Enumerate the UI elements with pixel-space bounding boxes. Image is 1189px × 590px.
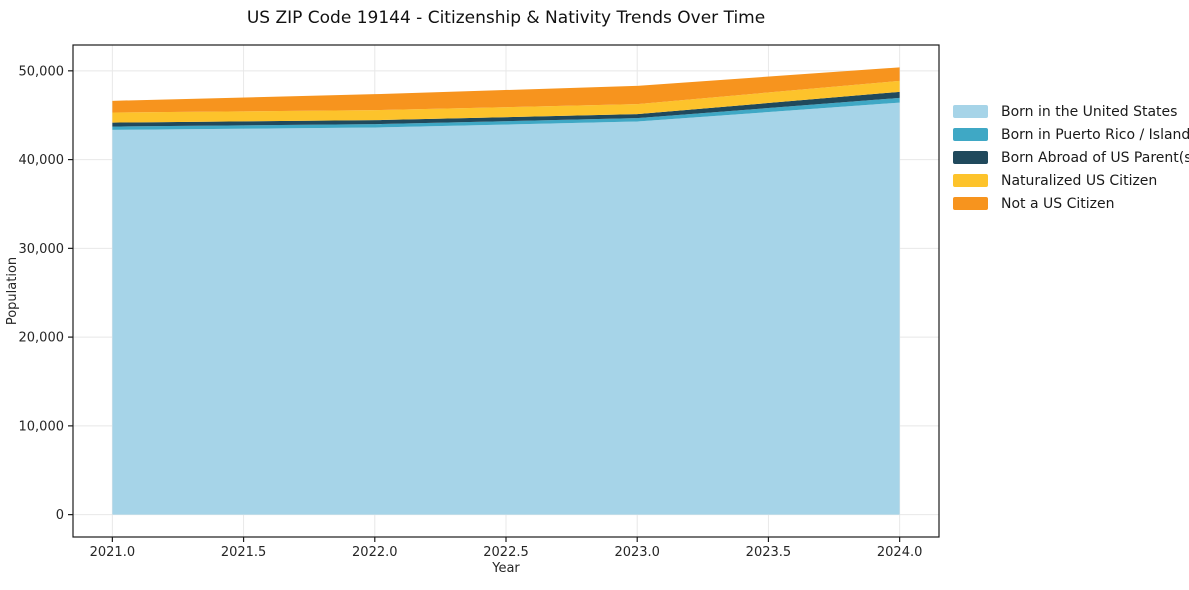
legend-swatch-born-us — [953, 105, 988, 118]
x-tick-label: 2021.5 — [221, 545, 267, 560]
x-tick-label: 2021.0 — [90, 545, 136, 560]
legend-item-not-citizen: Not a US Citizen — [953, 192, 1189, 215]
area-naturalized — [112, 80, 900, 123]
legend-label: Not a US Citizen — [1001, 195, 1115, 212]
legend-item-born-us: Born in the United States — [953, 100, 1189, 123]
x-tick-label: 2022.0 — [352, 545, 398, 560]
y-tick-label: 10,000 — [19, 419, 65, 434]
y-axis-label: Population — [5, 257, 20, 325]
legend-label: Born in the United States — [1001, 103, 1178, 120]
area-born-us — [112, 102, 900, 515]
area-not-citizen — [112, 67, 900, 113]
legend-item-born-abroad: Born Abroad of US Parent(s) — [953, 146, 1189, 169]
legend-swatch-not-citizen — [953, 197, 988, 210]
legend-label: Naturalized US Citizen — [1001, 172, 1158, 189]
legend-swatch-naturalized — [953, 174, 988, 187]
y-tick-label: 40,000 — [19, 153, 65, 168]
legend-swatch-born-abroad — [953, 151, 988, 164]
x-axis-label: Year — [491, 561, 520, 576]
y-tick-label: 30,000 — [19, 242, 65, 257]
y-tick-label: 50,000 — [19, 64, 65, 79]
area-born-pr — [112, 97, 900, 130]
legend-item-naturalized: Naturalized US Citizen — [953, 169, 1189, 192]
x-tick-label: 2023.0 — [614, 545, 660, 560]
y-tick-label: 20,000 — [19, 331, 65, 346]
x-tick-label: 2023.5 — [746, 545, 792, 560]
y-tick-label: 0 — [56, 508, 64, 523]
legend-label: Born in Puerto Rico / Islands — [1001, 126, 1189, 143]
x-tick-label: 2022.5 — [483, 545, 529, 560]
legend: Born in the United States Born in Puerto … — [953, 100, 1189, 215]
legend-item-born-pr: Born in Puerto Rico / Islands — [953, 123, 1189, 146]
area-born-abroad — [112, 91, 900, 127]
legend-swatch-born-pr — [953, 128, 988, 141]
x-tick-label: 2024.0 — [877, 545, 923, 560]
legend-label: Born Abroad of US Parent(s) — [1001, 149, 1189, 166]
chart-title: US ZIP Code 19144 - Citizenship & Nativi… — [246, 8, 766, 28]
